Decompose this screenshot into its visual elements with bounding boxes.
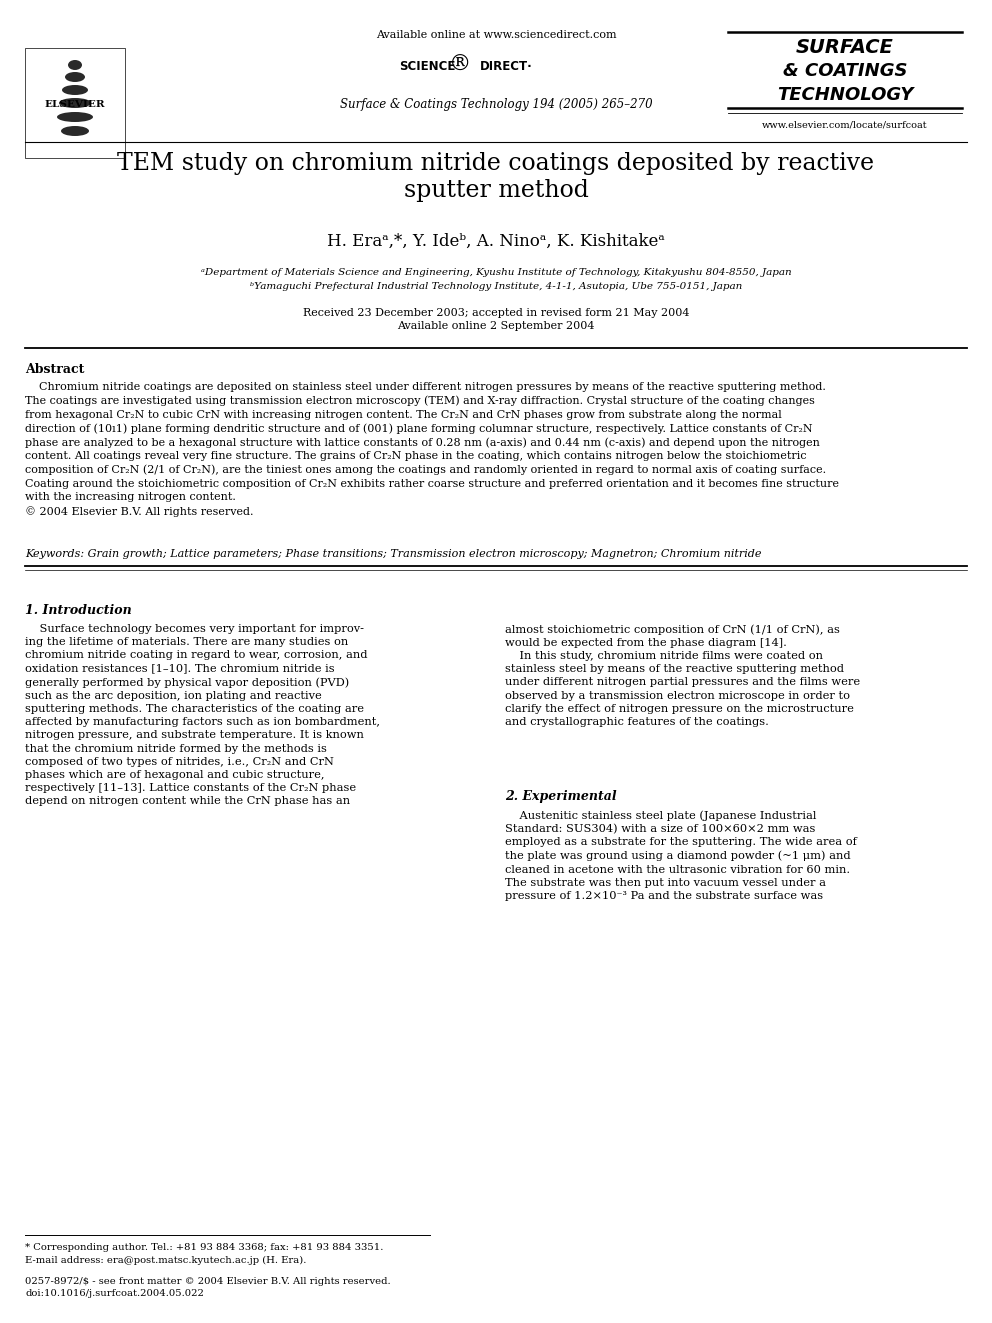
Text: Austenitic stainless steel plate (Japanese Industrial
Standard: SUS304) with a s: Austenitic stainless steel plate (Japane… [505,810,857,901]
Text: ELSEVIER: ELSEVIER [45,101,105,108]
Text: Chromium nitride coatings are deposited on stainless steel under different nitro: Chromium nitride coatings are deposited … [25,382,839,516]
Text: www.elsevier.com/locate/surfcoat: www.elsevier.com/locate/surfcoat [762,120,928,130]
Ellipse shape [59,98,91,108]
Text: Keywords: Grain growth; Lattice parameters; Phase transitions; Transmission elec: Keywords: Grain growth; Lattice paramete… [25,549,762,560]
Text: TEM study on chromium nitride coatings deposited by reactive
sputter method: TEM study on chromium nitride coatings d… [117,152,875,201]
Text: * Corresponding author. Tel.: +81 93 884 3368; fax: +81 93 884 3351.: * Corresponding author. Tel.: +81 93 884… [25,1244,383,1252]
Text: ᵃDepartment of Materials Science and Engineering, Kyushu Institute of Technology: ᵃDepartment of Materials Science and Eng… [200,269,792,277]
Text: DIRECT·: DIRECT· [480,60,533,73]
Text: Available online 2 September 2004: Available online 2 September 2004 [397,321,595,331]
Ellipse shape [65,71,85,82]
Text: H. Eraᵃ,*, Y. Ideᵇ, A. Ninoᵃ, K. Kishitakeᵃ: H. Eraᵃ,*, Y. Ideᵇ, A. Ninoᵃ, K. Kishita… [327,233,665,250]
Text: TECHNOLOGY: TECHNOLOGY [777,86,914,105]
Text: SCIENCE: SCIENCE [399,60,455,73]
Text: 2. Experimental: 2. Experimental [505,790,617,803]
Text: doi:10.1016/j.surfcoat.2004.05.022: doi:10.1016/j.surfcoat.2004.05.022 [25,1289,204,1298]
Text: almost stoichiometric composition of CrN (1/1 of CrN), as
would be expected from: almost stoichiometric composition of CrN… [505,624,860,726]
FancyBboxPatch shape [25,48,125,157]
Ellipse shape [68,60,82,70]
Text: E-mail address: era@post.matsc.kyutech.ac.jp (H. Era).: E-mail address: era@post.matsc.kyutech.a… [25,1256,307,1265]
Text: Available online at www.sciencedirect.com: Available online at www.sciencedirect.co… [376,30,616,40]
Ellipse shape [57,112,93,122]
Text: Surface technology becomes very important for improv-
ing the lifetime of materi: Surface technology becomes very importan… [25,624,380,807]
Ellipse shape [62,85,88,95]
Ellipse shape [61,126,89,136]
Text: & COATINGS: & COATINGS [783,62,908,79]
Text: SURFACE: SURFACE [796,38,894,57]
Text: 1. Introduction: 1. Introduction [25,605,132,617]
Text: Surface & Coatings Technology 194 (2005) 265–270: Surface & Coatings Technology 194 (2005)… [339,98,653,111]
Text: 0257-8972/$ - see front matter © 2004 Elsevier B.V. All rights reserved.: 0257-8972/$ - see front matter © 2004 El… [25,1277,391,1286]
Text: Received 23 December 2003; accepted in revised form 21 May 2004: Received 23 December 2003; accepted in r… [303,308,689,318]
Text: ᵇYamaguchi Prefectural Industrial Technology Institute, 4-1-1, Asutopia, Ube 755: ᵇYamaguchi Prefectural Industrial Techno… [250,282,742,291]
Text: Abstract: Abstract [25,363,84,376]
Text: ®: ® [448,54,471,75]
